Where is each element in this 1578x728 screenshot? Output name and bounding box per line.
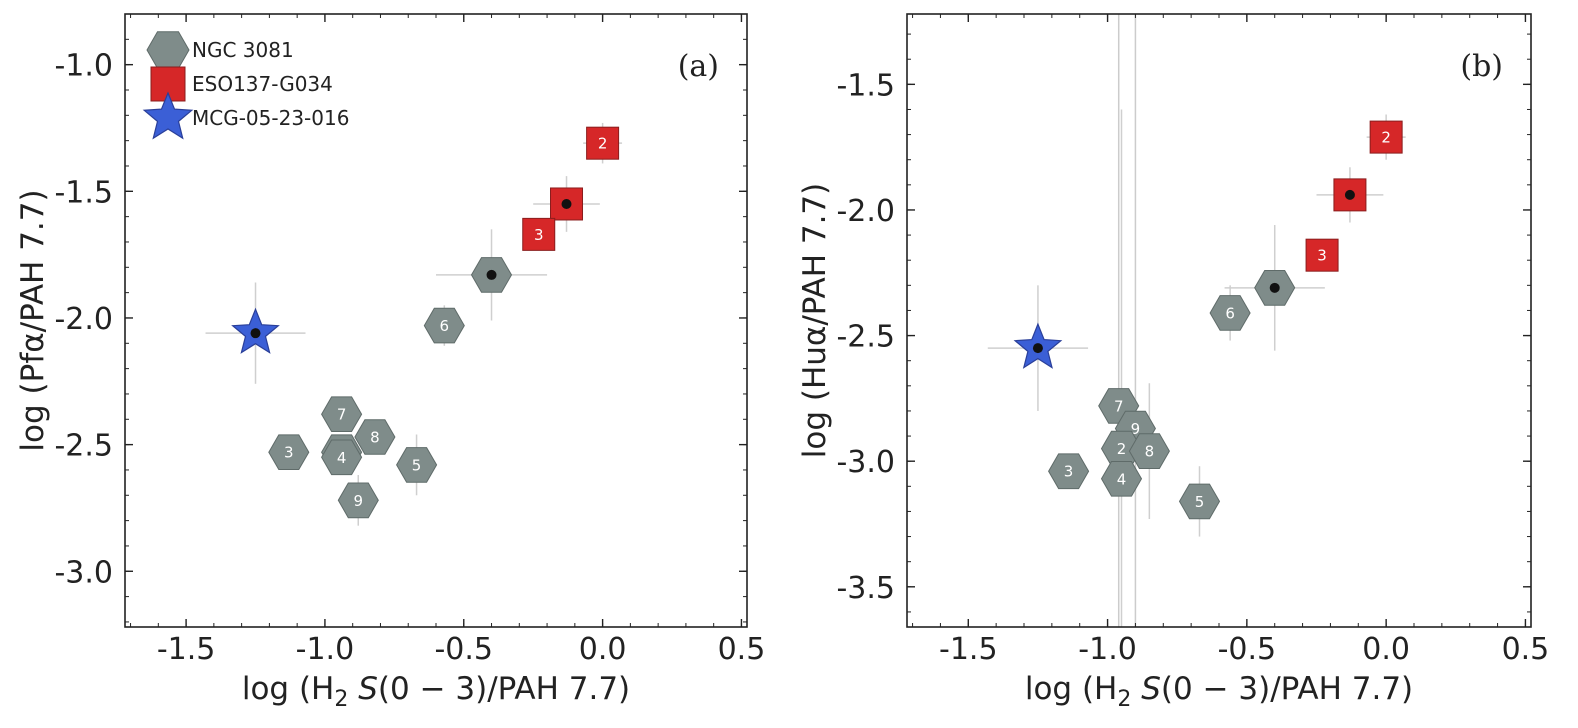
data-point-ngc-3081-region-4 <box>1100 461 1143 497</box>
y-tick-label: -1.5 <box>836 68 895 103</box>
point-label: 4 <box>337 449 347 467</box>
y-axis-label: log (Huα/PAH 7.7) <box>797 183 833 459</box>
data-point-ngc-3081-region-4 <box>321 439 363 476</box>
x-axis-label: log (H2 S(0 − 3)/PAH 7.7) <box>242 671 630 712</box>
legend: NGC 3081 ESO137-G034 MCG-05-23-016 <box>142 31 349 140</box>
point-label: 2 <box>598 135 608 153</box>
data-point-ngc-3081-region-6 <box>423 307 465 344</box>
point-label: 3 <box>1317 247 1327 265</box>
data-point-ngc-3081-region-7 <box>321 396 363 432</box>
point-label: 6 <box>1225 304 1235 322</box>
data-point-ngc-3081-region-8 <box>354 419 396 455</box>
point-label: 8 <box>1145 443 1155 461</box>
x-tick-label: -1.5 <box>939 632 998 667</box>
data-point-ngc-3081-region-3 <box>1048 453 1090 490</box>
legend-hexagon-marker <box>146 31 190 69</box>
x-tick-label: -0.5 <box>1218 632 1277 667</box>
nucleus-dot <box>561 198 572 209</box>
y-tick-label: -1.5 <box>54 175 113 210</box>
y-tick-label: -2.5 <box>836 320 895 355</box>
y-tick-label: -2.0 <box>54 302 113 337</box>
x-tick-label: -1.5 <box>157 632 216 667</box>
data-point-eso137-g034-region-3 <box>1305 238 1339 272</box>
nucleus-dot <box>1269 282 1280 293</box>
point-label: 5 <box>412 456 422 474</box>
point-label: 2 <box>1117 440 1127 458</box>
nucleus-dot <box>1344 189 1355 200</box>
panel-a: 6724835923-1.5-1.0-0.50.00.5-1.0-1.5-2.0… <box>15 13 766 712</box>
y-tick-label: -2.5 <box>54 429 113 464</box>
point-label: 2 <box>1381 129 1391 147</box>
point-label: 8 <box>370 429 380 447</box>
point-label: 7 <box>337 406 347 424</box>
nucleus-dot <box>250 328 261 339</box>
y-tick-label: -1.0 <box>54 49 113 84</box>
nucleus-dot <box>1032 343 1043 354</box>
point-label: 9 <box>1131 420 1141 438</box>
point-label: 7 <box>1114 397 1124 415</box>
data-point-eso137-g034-region-2 <box>586 126 620 160</box>
point-label: 3 <box>534 226 544 244</box>
data-point-eso137-g034-region-2 <box>1369 120 1403 154</box>
y-tick-label: -3.5 <box>836 571 895 606</box>
data-point-ngc-3081-region-5 <box>1178 483 1221 520</box>
legend-star-marker <box>142 91 194 140</box>
nucleus-dot <box>486 269 497 280</box>
x-axis-label: log (H2 S(0 − 3)/PAH 7.7) <box>1025 671 1413 712</box>
data-point-eso137-g034-region-3 <box>522 217 556 251</box>
panel-label: (a) <box>678 49 719 84</box>
point-label: 3 <box>284 444 294 462</box>
x-tick-label: -1.0 <box>1078 632 1137 667</box>
point-label: 4 <box>1117 470 1127 488</box>
y-tick-label: -3.0 <box>54 555 113 590</box>
panel-label: (b) <box>1460 49 1503 84</box>
data-point-ngc-3081-region-9 <box>337 482 379 519</box>
point-label: 9 <box>353 492 363 510</box>
x-tick-label: -0.5 <box>434 632 493 667</box>
x-tick-label: -1.0 <box>296 632 355 667</box>
x-tick-label: 0.5 <box>718 632 766 667</box>
x-tick-label: 0.0 <box>1362 632 1410 667</box>
legend-label: NGC 3081 <box>192 38 294 62</box>
y-tick-label: -2.0 <box>836 194 895 229</box>
point-label: 5 <box>1195 493 1205 511</box>
x-tick-label: 0.0 <box>579 632 627 667</box>
legend-label: ESO137-G034 <box>192 72 333 96</box>
y-axis-label: log (Pfα/PAH 7.7) <box>15 189 51 451</box>
data-point-ngc-3081-region-5 <box>396 447 438 483</box>
legend-label: MCG-05-23-016 <box>192 106 349 130</box>
data-point-ngc-3081-region-6 <box>1209 295 1251 331</box>
point-label: 3 <box>1064 463 1074 481</box>
data-point-ngc-3081-region-8 <box>1128 433 1170 469</box>
point-label: 6 <box>440 317 450 335</box>
y-tick-label: -3.0 <box>836 445 895 480</box>
x-tick-label: 0.5 <box>1502 632 1550 667</box>
data-point-ngc-3081-region-3 <box>268 434 310 470</box>
